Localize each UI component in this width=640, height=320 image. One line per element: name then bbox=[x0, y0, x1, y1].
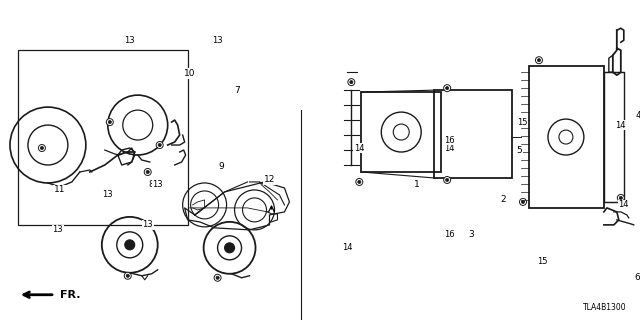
Circle shape bbox=[348, 79, 355, 86]
Circle shape bbox=[126, 274, 129, 277]
Circle shape bbox=[538, 59, 541, 62]
Circle shape bbox=[618, 122, 624, 129]
Bar bbox=[362, 92, 441, 172]
Circle shape bbox=[444, 176, 451, 183]
Circle shape bbox=[124, 272, 131, 279]
Circle shape bbox=[146, 171, 149, 173]
Circle shape bbox=[216, 276, 219, 279]
Text: TLA4B1300: TLA4B1300 bbox=[583, 303, 627, 312]
Circle shape bbox=[520, 198, 527, 205]
Text: 13: 13 bbox=[124, 36, 135, 45]
Text: 14: 14 bbox=[619, 200, 629, 209]
Circle shape bbox=[445, 87, 449, 90]
Bar bbox=[604, 72, 624, 202]
Circle shape bbox=[38, 145, 45, 151]
Text: 15: 15 bbox=[537, 257, 547, 266]
Text: 14: 14 bbox=[444, 144, 454, 153]
Text: 14: 14 bbox=[354, 144, 365, 153]
Circle shape bbox=[620, 124, 622, 127]
Text: 16: 16 bbox=[444, 136, 454, 145]
Text: 10: 10 bbox=[184, 69, 195, 78]
Circle shape bbox=[350, 81, 353, 84]
Text: 11: 11 bbox=[54, 186, 66, 195]
Text: 13: 13 bbox=[143, 220, 153, 229]
Bar bbox=[434, 90, 512, 178]
Circle shape bbox=[214, 274, 221, 281]
Text: 7: 7 bbox=[235, 86, 241, 95]
Circle shape bbox=[522, 200, 525, 204]
Text: 14: 14 bbox=[616, 121, 626, 130]
Circle shape bbox=[358, 180, 361, 184]
Circle shape bbox=[536, 57, 543, 64]
Text: 13: 13 bbox=[152, 180, 163, 189]
Circle shape bbox=[106, 119, 113, 125]
Text: 1: 1 bbox=[414, 180, 420, 189]
Text: 13: 13 bbox=[212, 36, 223, 45]
Circle shape bbox=[116, 232, 143, 258]
Circle shape bbox=[144, 169, 151, 175]
Text: 5: 5 bbox=[516, 146, 522, 155]
Text: 14: 14 bbox=[342, 243, 353, 252]
Text: 16: 16 bbox=[444, 230, 454, 239]
Circle shape bbox=[356, 179, 363, 186]
Text: 6: 6 bbox=[634, 273, 639, 282]
Text: 12: 12 bbox=[264, 175, 275, 184]
Circle shape bbox=[620, 196, 622, 199]
Text: FR.: FR. bbox=[60, 290, 81, 300]
Circle shape bbox=[108, 121, 111, 124]
Circle shape bbox=[618, 195, 624, 201]
Text: 4: 4 bbox=[636, 111, 640, 120]
Circle shape bbox=[156, 141, 163, 148]
Text: 9: 9 bbox=[219, 163, 225, 172]
Circle shape bbox=[125, 240, 135, 250]
Bar bbox=[529, 66, 604, 208]
Bar bbox=[18, 50, 188, 225]
Circle shape bbox=[218, 236, 241, 260]
Text: 13: 13 bbox=[102, 190, 113, 199]
Text: 8: 8 bbox=[149, 180, 155, 189]
Text: 13: 13 bbox=[52, 225, 63, 234]
Text: 2: 2 bbox=[500, 196, 506, 204]
Text: 3: 3 bbox=[468, 230, 474, 239]
Circle shape bbox=[225, 243, 234, 253]
Circle shape bbox=[158, 143, 161, 147]
Circle shape bbox=[445, 178, 449, 181]
Circle shape bbox=[444, 85, 451, 92]
Circle shape bbox=[40, 147, 44, 149]
Text: 15: 15 bbox=[516, 117, 527, 127]
